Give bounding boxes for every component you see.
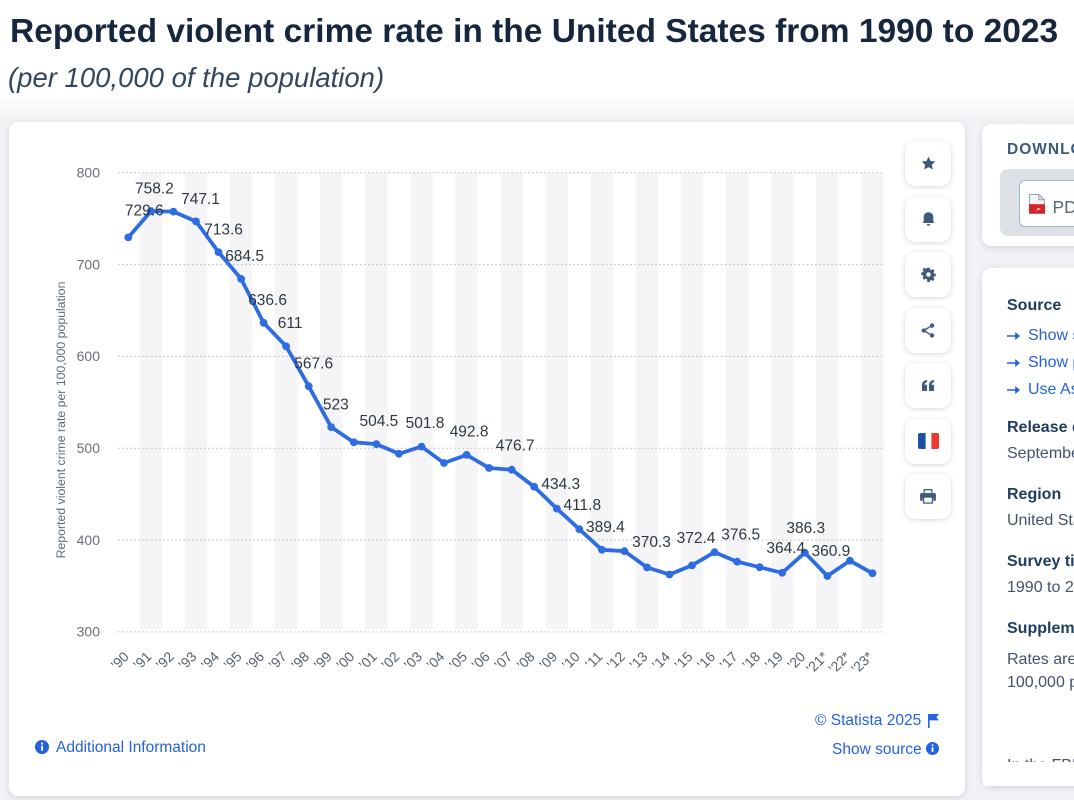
svg-text:’96: ’96 <box>243 648 268 673</box>
svg-text:684.5: 684.5 <box>225 248 264 265</box>
svg-text:411.8: 411.8 <box>563 497 601 514</box>
svg-text:389.4: 389.4 <box>586 519 625 536</box>
svg-text:’23*: ’23* <box>848 648 877 677</box>
svg-text:’93: ’93 <box>175 648 200 673</box>
svg-text:’12: ’12 <box>603 648 628 673</box>
svg-text:’97: ’97 <box>265 648 290 673</box>
svg-text:’13: ’13 <box>626 648 651 673</box>
svg-text:492.8: 492.8 <box>450 423 489 440</box>
svg-text:’07: ’07 <box>491 648 516 673</box>
svg-text:’95: ’95 <box>220 648 245 673</box>
svg-text:500: 500 <box>77 440 101 456</box>
svg-text:372.4: 372.4 <box>677 530 716 547</box>
svg-text:’98: ’98 <box>288 648 313 673</box>
svg-text:567.6: 567.6 <box>294 356 333 373</box>
svg-text:300: 300 <box>77 624 101 640</box>
svg-text:’19: ’19 <box>761 648 786 673</box>
svg-text:Reported violent crime rate pe: Reported violent crime rate per 100,000 … <box>54 281 68 558</box>
svg-text:364.4: 364.4 <box>766 540 805 557</box>
svg-text:’20: ’20 <box>784 648 809 673</box>
svg-text:’00: ’00 <box>333 648 358 673</box>
svg-text:’02: ’02 <box>378 648 403 673</box>
svg-text:504.5: 504.5 <box>360 413 399 430</box>
svg-text:747.1: 747.1 <box>181 191 220 208</box>
svg-text:’15: ’15 <box>671 648 696 673</box>
svg-text:386.3: 386.3 <box>786 520 825 537</box>
svg-text:700: 700 <box>77 256 101 272</box>
svg-text:729.6: 729.6 <box>125 202 164 219</box>
svg-text:’05: ’05 <box>446 648 471 673</box>
svg-text:’14: ’14 <box>649 648 674 673</box>
svg-text:’09: ’09 <box>536 648 561 673</box>
svg-text:600: 600 <box>77 348 101 364</box>
svg-text:’11: ’11 <box>582 648 606 672</box>
svg-text:’03: ’03 <box>401 648 426 673</box>
svg-text:’94: ’94 <box>198 648 223 673</box>
svg-text:476.7: 476.7 <box>496 438 535 455</box>
svg-text:’92: ’92 <box>152 648 177 673</box>
svg-text:’91: ’91 <box>130 648 155 673</box>
svg-text:713.6: 713.6 <box>204 222 243 239</box>
svg-text:’16: ’16 <box>694 648 719 673</box>
svg-text:’17: ’17 <box>716 648 741 673</box>
svg-text:’90: ’90 <box>107 648 132 673</box>
svg-text:360.9: 360.9 <box>812 543 851 560</box>
svg-text:’01: ’01 <box>355 648 380 673</box>
svg-text:611: 611 <box>278 315 303 332</box>
svg-text:’99: ’99 <box>310 648 335 673</box>
svg-text:’08: ’08 <box>513 648 538 673</box>
svg-text:’18: ’18 <box>739 648 764 673</box>
svg-text:’06: ’06 <box>468 648 493 673</box>
svg-text:636.6: 636.6 <box>248 292 287 309</box>
svg-text:434.3: 434.3 <box>541 476 580 493</box>
svg-text:758.2: 758.2 <box>135 181 174 198</box>
svg-text:376.5: 376.5 <box>721 527 760 544</box>
svg-text:800: 800 <box>77 165 101 181</box>
svg-text:501.8: 501.8 <box>406 415 445 432</box>
svg-text:400: 400 <box>77 532 101 548</box>
svg-text:’10: ’10 <box>558 648 583 673</box>
svg-text:’04: ’04 <box>423 648 448 673</box>
svg-text:370.3: 370.3 <box>632 534 671 551</box>
svg-text:523: 523 <box>323 397 349 414</box>
